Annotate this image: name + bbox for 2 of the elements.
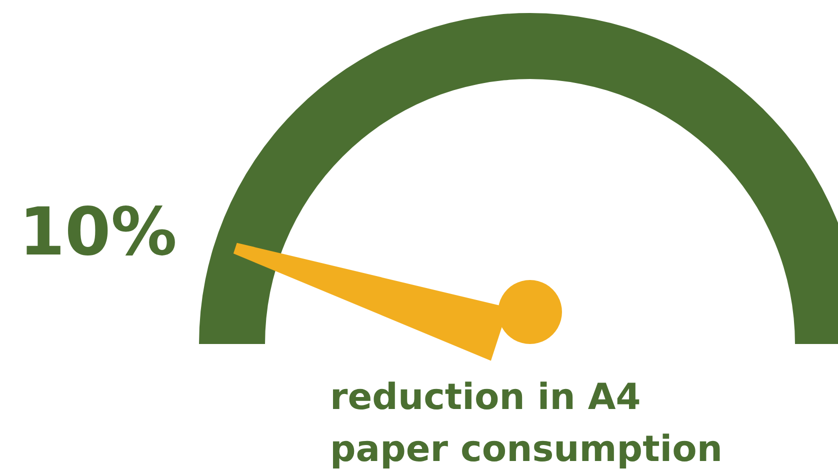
text: reduction in A4 paper consumption xyxy=(330,376,724,472)
data-label: 10% xyxy=(19,194,177,270)
